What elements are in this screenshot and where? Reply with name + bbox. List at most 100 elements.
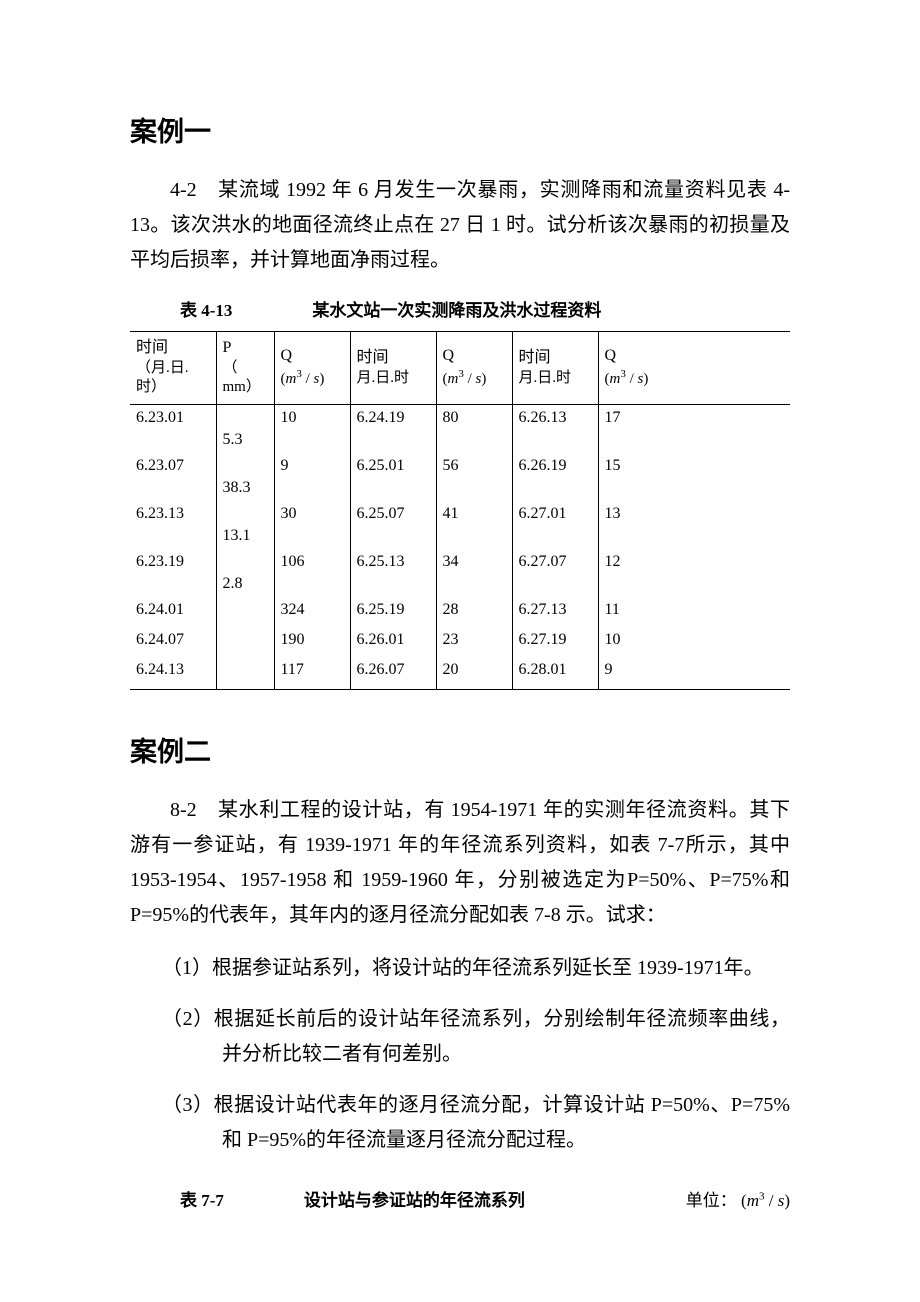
table-cell: 20 [436, 657, 512, 690]
table-cell [274, 479, 350, 501]
table-row: 5.3 [130, 431, 790, 453]
table-cell: 41 [436, 501, 512, 527]
table-cell [216, 404, 274, 431]
table-cell: 11 [598, 597, 790, 623]
case2-paragraph: 8-2 某水利工程的设计站，有 1954-1971 年的实测年径流资料。其下游有… [130, 793, 790, 933]
table77-unit: 单位： (m3 / s) [686, 1186, 790, 1211]
table-cell: 6.27.19 [512, 627, 598, 653]
table-cell: 6.27.07 [512, 549, 598, 575]
table-cell: 6.23.13 [130, 501, 216, 527]
table-cell [216, 657, 274, 690]
table-row: 2.8 [130, 575, 790, 597]
table-cell: 80 [436, 404, 512, 431]
th-time2: 时间 月.日.时 [350, 332, 436, 405]
table-cell: 6.24.07 [130, 627, 216, 653]
table-row: 6.24.07 1906.26.01236.27.1910 [130, 627, 790, 653]
table-cell: 12 [598, 549, 790, 575]
table-cell: 56 [436, 453, 512, 479]
table-cell: 324 [274, 597, 350, 623]
table413-caption: 某水文站一次实测降雨及洪水过程资料 [312, 296, 601, 321]
case2-list: （1）根据参证站系列，将设计站的年径流系列延长至 1939-1971年。 （2）… [162, 951, 790, 1158]
table-cell: 9 [598, 657, 790, 690]
th-q1: Q (m3 / s) [274, 332, 350, 405]
th-time1: 时间 （月.日.时） [130, 332, 216, 405]
table-cell [130, 431, 216, 453]
table-cell: 6.28.01 [512, 657, 598, 690]
table-cell [598, 431, 790, 453]
table-row: 38.3 [130, 479, 790, 501]
table-413: 时间 （月.日.时） P （ mm） Q (m3 / s) 时间 月.日.时 Q… [130, 331, 790, 690]
table-row: 6.24.013246.25.19286.27.1311 [130, 597, 790, 623]
case2-item-1: （1）根据参证站系列，将设计站的年径流系列延长至 1939-1971年。 [162, 951, 790, 986]
table-cell [598, 575, 790, 597]
th-time3: 时间 月.日.时 [512, 332, 598, 405]
th-q3: Q(m3 / s) [598, 332, 790, 405]
table-cell: 6.27.13 [512, 597, 598, 623]
table77-title: 表 7-7 设计站与参证站的年径流系列 单位： (m3 / s) [130, 1186, 790, 1211]
table-cell: 38.3 [216, 479, 274, 501]
table-row: 13.1 [130, 527, 790, 549]
table-cell: 13.1 [216, 527, 274, 549]
table-cell [512, 479, 598, 501]
table-cell: 6.23.07 [130, 453, 216, 479]
table-cell [512, 575, 598, 597]
table-cell: 6.25.19 [350, 597, 436, 623]
table-cell: 2.8 [216, 575, 274, 597]
table-row: 6.23.191066.25.13346.27.0712 [130, 549, 790, 575]
table-cell [274, 575, 350, 597]
table77-caption: 设计站与参证站的年径流系列 [304, 1186, 525, 1211]
table-row: 6.23.07 96.25.01566.26.1915 [130, 453, 790, 479]
case1-paragraph: 4-2 某流域 1992 年 6 月发生一次暴雨，实测降雨和流量资料见表 4-1… [130, 173, 790, 278]
table-cell: 6.24.13 [130, 657, 216, 690]
table-cell: 190 [274, 627, 350, 653]
table413-label: 表 4-13 [180, 296, 232, 321]
table-cell: 28 [436, 597, 512, 623]
table-cell: 34 [436, 549, 512, 575]
table-cell [274, 431, 350, 453]
table-cell: 6.26.19 [512, 453, 598, 479]
table-cell: 15 [598, 453, 790, 479]
table-row: 6.24.13 1176.26.07206.28.019 [130, 657, 790, 690]
table413-title: 表 4-13 某水文站一次实测降雨及洪水过程资料 [130, 296, 790, 321]
table-cell [350, 527, 436, 549]
table-cell: 23 [436, 627, 512, 653]
table-cell: 6.23.19 [130, 549, 216, 575]
table-cell [216, 549, 274, 575]
table-cell: 17 [598, 404, 790, 431]
table-cell [350, 431, 436, 453]
case2-item-2: （2）根据延长前后的设计站年径流系列，分别绘制年径流频率曲线，并分析比较二者有何… [162, 1002, 790, 1072]
table-cell [350, 479, 436, 501]
table-cell [350, 575, 436, 597]
table-cell [436, 527, 512, 549]
table-cell: 6.24.19 [350, 404, 436, 431]
table-cell: 6.25.01 [350, 453, 436, 479]
case2-heading: 案例二 [130, 730, 790, 769]
table-cell [274, 527, 350, 549]
table-cell: 10 [274, 404, 350, 431]
table-row: 6.23.13306.25.07416.27.0113 [130, 501, 790, 527]
table-cell [130, 575, 216, 597]
table-cell [130, 479, 216, 501]
table-cell [598, 479, 790, 501]
table-cell: 6.26.13 [512, 404, 598, 431]
table-cell: 6.25.13 [350, 549, 436, 575]
table-cell [512, 527, 598, 549]
table-cell [436, 479, 512, 501]
case1-heading: 案例一 [130, 110, 790, 149]
table-cell [512, 431, 598, 453]
table-cell: 6.23.01 [130, 404, 216, 431]
table-cell: 117 [274, 657, 350, 690]
table-cell [598, 527, 790, 549]
table-cell [436, 575, 512, 597]
table-cell: 6.26.01 [350, 627, 436, 653]
table-cell: 6.26.07 [350, 657, 436, 690]
table-cell: 13 [598, 501, 790, 527]
table-cell [216, 597, 274, 623]
table-cell [216, 453, 274, 479]
table-cell: 6.27.01 [512, 501, 598, 527]
table-cell: 5.3 [216, 431, 274, 453]
table-cell [216, 627, 274, 653]
table77-label: 表 7-7 [180, 1186, 224, 1211]
table-cell: 9 [274, 453, 350, 479]
table-cell: 10 [598, 627, 790, 653]
